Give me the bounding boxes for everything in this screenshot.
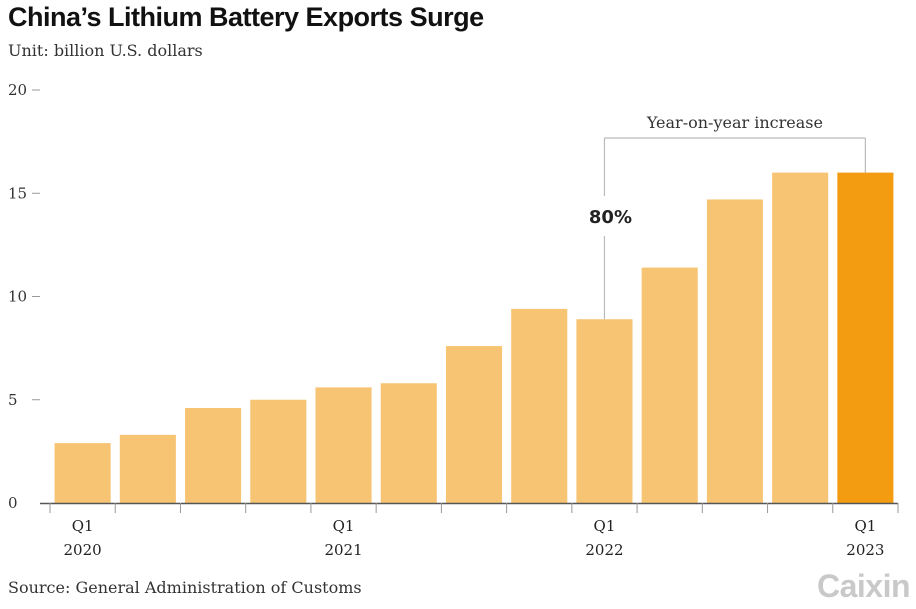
x-tick-label-quarter: Q1 <box>594 517 616 535</box>
bar <box>119 434 176 503</box>
chart-subtitle: Unit: billion U.S. dollars <box>8 41 203 60</box>
y-tick-label: 5 <box>8 391 18 409</box>
x-tick-label-year: 2022 <box>585 541 623 559</box>
bar <box>706 199 763 503</box>
bar <box>576 319 633 503</box>
x-tick-label-year: 2023 <box>846 541 884 559</box>
bar <box>445 346 503 503</box>
annotation-value: 80% <box>589 207 632 228</box>
bar <box>837 172 894 503</box>
bar <box>185 408 242 503</box>
x-tick-label-quarter: Q1 <box>72 517 94 535</box>
x-tick-label-year: 2020 <box>64 541 102 559</box>
annotation-label: Year-on-year increase <box>646 113 823 132</box>
y-axis: 0 5 10 15 20 <box>8 81 40 512</box>
bar <box>380 383 437 503</box>
source-note: Source: General Administration of Custom… <box>8 578 362 597</box>
yoy-annotation: Year-on-year increase 80% <box>589 113 866 320</box>
x-tick-label-quarter: Q1 <box>333 517 355 535</box>
y-tick-label: 20 <box>8 81 27 99</box>
y-tick-label: 0 <box>8 494 18 512</box>
x-axis: Q1 2020 Q1 2021 Q1 2022 Q1 2023 <box>40 502 899 559</box>
bar <box>511 308 568 503</box>
y-tick-label: 10 <box>8 288 27 306</box>
chart-title: China’s Lithium Battery Exports Surge <box>8 2 484 32</box>
bar <box>250 399 307 503</box>
caixin-logo: Caixin <box>816 568 911 604</box>
bar <box>54 443 111 503</box>
x-tick-label-quarter: Q1 <box>854 517 876 535</box>
bars <box>54 172 894 503</box>
x-tick-label-year: 2021 <box>324 541 362 559</box>
bar <box>315 387 372 503</box>
bar <box>641 267 698 503</box>
y-tick-label: 15 <box>8 184 27 202</box>
bar <box>772 172 829 503</box>
